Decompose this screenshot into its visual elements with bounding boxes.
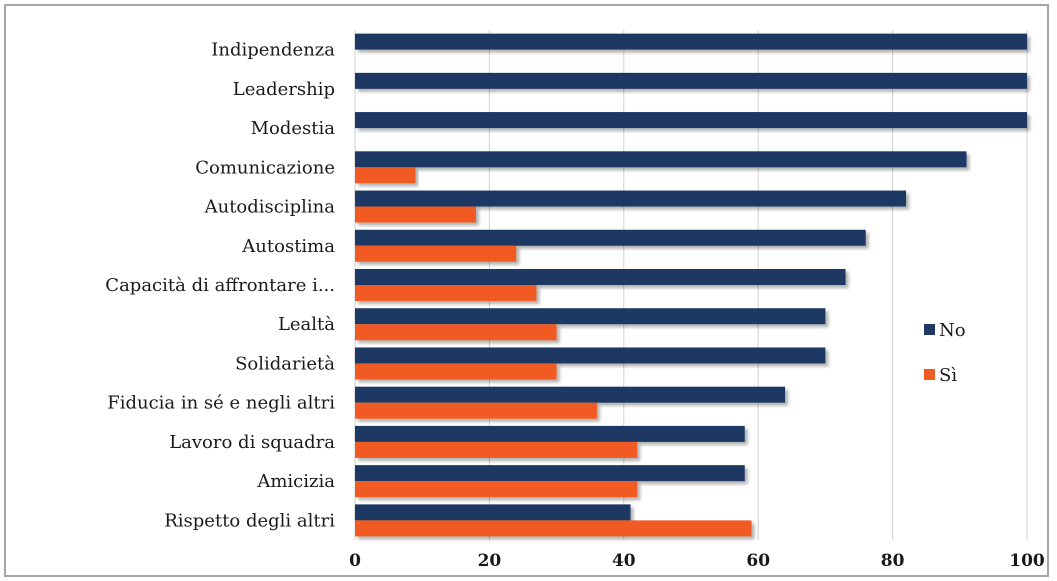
bar-si — [355, 206, 476, 223]
bar-si — [355, 167, 416, 184]
bar-no — [355, 465, 745, 482]
category-label: Autostima — [241, 236, 335, 257]
bar-si — [355, 520, 752, 537]
bars — [355, 33, 1027, 537]
bar-no — [355, 308, 826, 325]
bar-no — [355, 504, 631, 521]
bar-no — [355, 269, 846, 285]
bar-no — [355, 151, 967, 168]
category-label: Indipendenza — [211, 40, 335, 61]
category-label: Leadership — [233, 79, 335, 100]
category-label: Lavoro di squadra — [169, 432, 335, 453]
bar-si — [355, 285, 537, 301]
bar-si — [355, 324, 557, 341]
bar-no — [355, 229, 866, 246]
bar-si — [355, 363, 557, 380]
legend-swatch-si — [924, 369, 935, 380]
category-label: Solidarietà — [235, 353, 335, 374]
bar-si — [355, 441, 638, 458]
x-tick-labels: 0 20 40 60 80 100 — [349, 551, 1045, 571]
category-label: Amicizia — [256, 471, 335, 492]
bar-si — [355, 245, 517, 262]
category-label: Capacità di affrontare i... — [105, 275, 335, 296]
x-tick-label: 60 — [746, 551, 770, 571]
legend-swatch-no — [924, 324, 935, 335]
category-label: Lealtà — [278, 314, 335, 335]
bar-no — [355, 33, 1027, 50]
category-label: Autodisciplina — [204, 197, 336, 218]
legend: No Sì — [924, 320, 966, 386]
bar-si — [355, 402, 597, 419]
x-tick-label: 40 — [612, 551, 636, 571]
bar-si — [355, 481, 638, 498]
x-tick-label: 100 — [1009, 551, 1045, 571]
bar-no — [355, 347, 826, 364]
bar-no — [355, 386, 786, 403]
x-tick-label: 80 — [881, 551, 905, 571]
category-label: Fiducia in sé e negli altri — [107, 393, 335, 414]
legend-label-si: Sì — [939, 365, 957, 386]
category-label: Comunicazione — [195, 157, 335, 178]
category-label: Rispetto degli altri — [164, 510, 335, 531]
bar-no — [355, 72, 1027, 89]
bar-no — [355, 425, 745, 442]
bar-no — [355, 190, 907, 207]
bar-no — [355, 112, 1027, 129]
category-label: Modestia — [251, 118, 336, 139]
legend-label-no: No — [939, 320, 966, 341]
x-tick-label: 20 — [478, 551, 502, 571]
x-tick-label: 0 — [349, 551, 361, 571]
category-labels: Indipendenza Leadership Modestia Comunicazi… — [105, 40, 335, 532]
